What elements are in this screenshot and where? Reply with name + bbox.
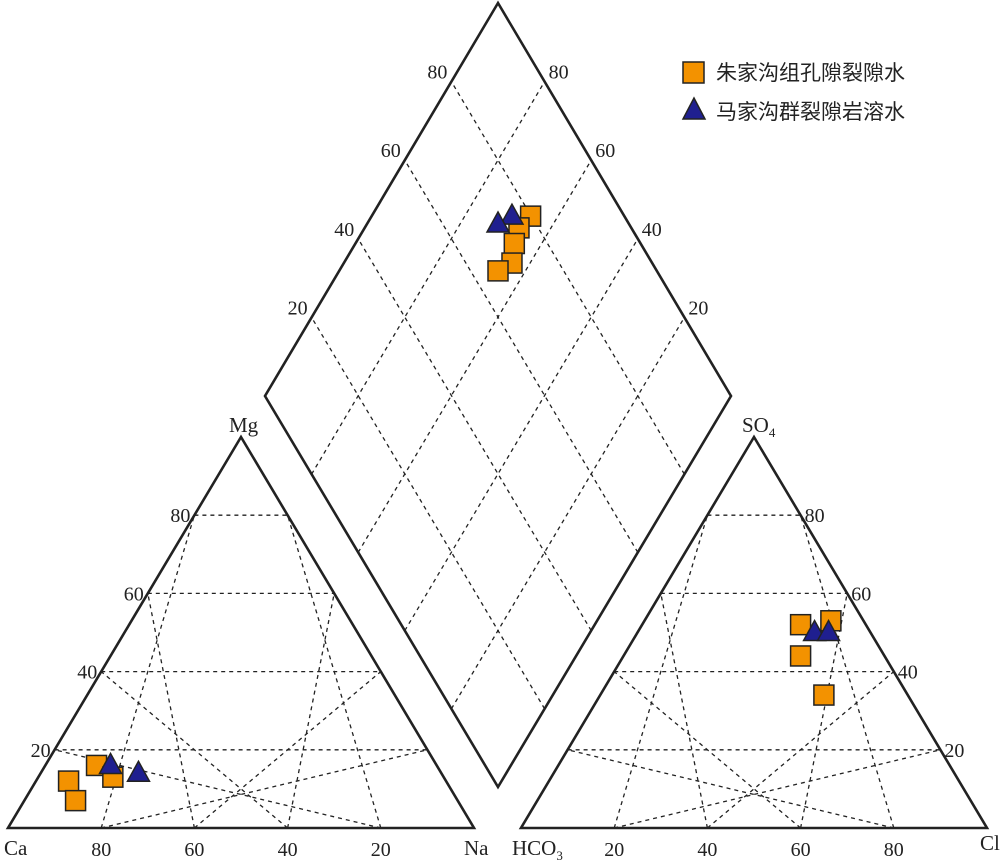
diamond-grid-a-1	[404, 238, 639, 631]
anion-right-tick-60: 60	[851, 583, 871, 605]
legend: 朱家沟组孔隙裂隙水 马家沟群裂隙岩溶水	[681, 61, 905, 124]
cation-grid-r-0	[100, 515, 196, 829]
anion-point-square-2	[789, 645, 812, 667]
cation-point-triangle-0	[98, 751, 123, 775]
cation-grid-l-2	[286, 593, 335, 829]
diamond-grid-a-0	[450, 317, 685, 710]
anion-right-tick-40: 40	[898, 662, 918, 684]
cation-vertex-mg: Mg	[229, 413, 259, 437]
diamond-grid-b-0	[311, 317, 546, 710]
cation-grid-r-2	[100, 671, 289, 829]
diamond-right-tick-60: 60	[595, 140, 615, 162]
anion-triangle-frame	[518, 434, 990, 830]
anion-bottom-tick-20: 20	[604, 839, 624, 861]
cation-bottom-tick-80: 80	[91, 839, 111, 861]
cation-left-tick-40: 40	[77, 662, 97, 684]
cation-point-triangle-1	[126, 759, 151, 783]
anion-right-tick-80: 80	[805, 505, 825, 527]
cation-bottom-tick-20: 20	[371, 839, 391, 861]
anion-bottom-tick-60: 60	[791, 839, 811, 861]
frame-layer	[5, 0, 990, 830]
anion-point-square-3	[813, 684, 835, 706]
diamond-left-tick-20: 20	[288, 297, 308, 319]
diamond-right-tick-80: 80	[549, 62, 569, 84]
anion-grid-r-2	[613, 671, 802, 829]
anion-vertex-hco3-sub: 3	[556, 848, 563, 861]
diamond-left-tick-40: 40	[334, 219, 354, 241]
anion-vertex-so4-base: SO	[742, 413, 769, 437]
diamond-grid-b-3	[450, 81, 685, 475]
anion-grid-r-3	[567, 749, 894, 829]
anion-vertex-hco3-base: HCO	[512, 836, 556, 860]
diamond-grid-b-1	[357, 238, 592, 631]
cation-left-tick-80: 80	[170, 505, 190, 527]
anion-grid-r-1	[660, 593, 709, 829]
legend-marker-triangle	[681, 96, 707, 120]
diamond-frame	[263, 0, 733, 790]
cation-point-square-1	[64, 789, 87, 812]
legend-label-majiagou: 马家沟群裂隙岩溶水	[716, 100, 905, 124]
anion-vertex-so4: SO4	[742, 413, 776, 440]
diamond-left-tick-80: 80	[427, 62, 447, 84]
anion-right-tick-20: 20	[944, 740, 964, 762]
anion-vertex-cl: Cl	[980, 831, 1000, 855]
cation-left-tick-60: 60	[124, 583, 144, 605]
tick-layer: 80 60 40 20 20 40 60 80 20 40 60 80 20 40 60 80 20 40 60 80…	[31, 62, 965, 861]
cation-grid-l-0	[101, 749, 428, 829]
anion-point-triangle-1	[816, 618, 841, 642]
anion-bottom-tick-80: 80	[884, 839, 904, 861]
anion-grid-l-1	[706, 671, 895, 829]
cation-grid-r-1	[147, 593, 196, 829]
anion-vertex-hco3: HCO3	[512, 836, 563, 861]
legend-label-zhujiagou: 朱家沟组孔隙裂隙水	[716, 61, 905, 85]
diamond-point-square-4	[487, 260, 509, 282]
anion-bottom-tick-40: 40	[697, 839, 717, 861]
anion-vertex-so4-sub: 4	[769, 425, 776, 440]
diamond-grid-a-2	[357, 159, 592, 553]
cation-grid-l-1	[193, 671, 382, 829]
diamond-right-tick-20: 20	[688, 297, 708, 319]
cation-left-tick-20: 20	[31, 740, 51, 762]
anion-point-square-1	[789, 613, 812, 636]
cation-triangle-frame	[5, 434, 477, 830]
diamond-right-tick-40: 40	[642, 219, 662, 241]
anion-grid-l-3	[799, 515, 895, 829]
diamond-grid-a-3	[311, 81, 546, 475]
cation-vertex-ca: Ca	[4, 836, 28, 860]
label-layer: Ca Na Mg HCO3 Cl SO4	[4, 413, 1000, 863]
cation-vertex-na: Na	[464, 836, 489, 860]
anion-grid-r-0	[613, 515, 709, 829]
cation-grid-l-3	[286, 515, 382, 829]
cation-point-square-0	[57, 770, 80, 792]
diamond-point-triangle-1	[485, 210, 511, 233]
diamond-left-tick-60: 60	[381, 140, 401, 162]
anion-grid-l-0	[614, 749, 941, 829]
diamond-point-triangle-0	[499, 202, 525, 225]
diamond-point-square-2	[503, 232, 526, 255]
cation-bottom-tick-40: 40	[278, 839, 298, 861]
legend-marker-square	[682, 61, 705, 84]
cation-bottom-tick-60: 60	[184, 839, 204, 861]
grid-layer	[54, 81, 941, 829]
marker-layer	[57, 202, 842, 812]
